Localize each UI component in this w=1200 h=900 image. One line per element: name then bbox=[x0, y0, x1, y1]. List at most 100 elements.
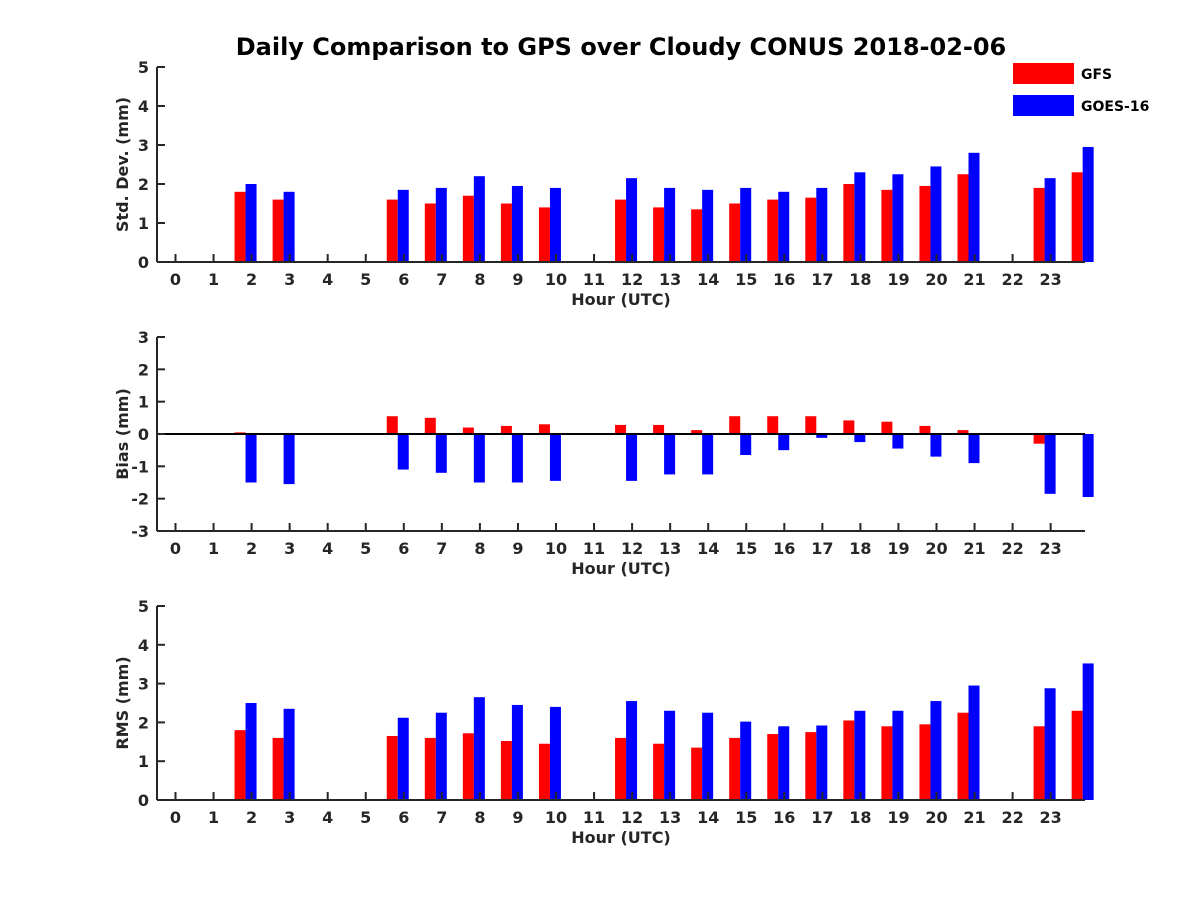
bar bbox=[702, 189, 714, 262]
bar bbox=[626, 701, 638, 800]
bar bbox=[767, 199, 779, 262]
x-tick-label: 8 bbox=[474, 270, 485, 289]
bar bbox=[538, 743, 550, 800]
y-tick-label: 3 bbox=[138, 675, 149, 694]
x-tick-label: 12 bbox=[621, 539, 643, 558]
x-tick-label: 10 bbox=[545, 539, 567, 558]
x-tick-label: 16 bbox=[773, 808, 795, 827]
bar bbox=[462, 427, 474, 434]
y-axis-label: RMS (mm) bbox=[113, 656, 132, 749]
bar bbox=[500, 741, 512, 800]
bar bbox=[854, 434, 866, 443]
bar bbox=[615, 424, 627, 434]
bar bbox=[283, 191, 295, 262]
bar bbox=[691, 747, 703, 800]
y-tick-label: 2 bbox=[138, 175, 149, 194]
x-axis-label: Hour (UTC) bbox=[571, 828, 671, 847]
y-tick-label: 0 bbox=[138, 253, 149, 272]
x-tick-label: 21 bbox=[963, 270, 985, 289]
x-tick-label: 13 bbox=[659, 270, 681, 289]
bar bbox=[549, 434, 561, 481]
legend-label: GFS bbox=[1081, 67, 1112, 83]
x-tick-label: 7 bbox=[436, 808, 447, 827]
x-tick-label: 4 bbox=[322, 808, 333, 827]
bar bbox=[1033, 726, 1045, 800]
bar bbox=[435, 712, 447, 800]
y-tick-label: -1 bbox=[131, 457, 149, 476]
x-tick-label: 12 bbox=[621, 808, 643, 827]
bar bbox=[892, 174, 904, 262]
bar bbox=[1071, 710, 1083, 800]
bar bbox=[473, 176, 485, 262]
y-tick-label: 1 bbox=[138, 393, 149, 412]
y-tick-label: 3 bbox=[138, 328, 149, 347]
x-axis-label: Hour (UTC) bbox=[571, 290, 671, 309]
x-tick-label: 3 bbox=[284, 808, 295, 827]
x-tick-label: 18 bbox=[849, 808, 871, 827]
y-tick-label: -2 bbox=[131, 490, 149, 509]
x-tick-label: 0 bbox=[170, 270, 181, 289]
x-tick-label: 3 bbox=[284, 270, 295, 289]
bar bbox=[691, 209, 703, 262]
bar bbox=[664, 434, 676, 475]
bar bbox=[854, 710, 866, 800]
bar bbox=[664, 710, 676, 800]
bar bbox=[397, 717, 409, 800]
y-tick-label: 5 bbox=[138, 58, 149, 77]
x-tick-label: 23 bbox=[1040, 808, 1062, 827]
bar bbox=[245, 703, 257, 800]
bar bbox=[843, 420, 855, 434]
bar bbox=[386, 199, 398, 262]
bar-series bbox=[245, 434, 1094, 498]
bar bbox=[854, 172, 866, 262]
bar bbox=[511, 434, 523, 483]
bar bbox=[881, 421, 893, 434]
bar bbox=[424, 417, 436, 434]
bar bbox=[283, 434, 295, 485]
x-tick-label: 7 bbox=[436, 539, 447, 558]
bar bbox=[702, 434, 714, 475]
x-tick-label: 11 bbox=[583, 539, 605, 558]
bar bbox=[386, 416, 398, 434]
bar bbox=[1033, 434, 1045, 444]
bar bbox=[816, 725, 828, 800]
y-tick-label: 1 bbox=[138, 752, 149, 771]
x-tick-label: 10 bbox=[545, 808, 567, 827]
bar bbox=[283, 708, 295, 800]
bar bbox=[473, 434, 485, 483]
x-tick-label: 6 bbox=[398, 270, 409, 289]
x-tick-label: 14 bbox=[697, 539, 719, 558]
bar bbox=[691, 430, 703, 434]
bar bbox=[462, 195, 474, 262]
bar bbox=[816, 187, 828, 262]
bar bbox=[816, 434, 828, 438]
bar bbox=[462, 733, 474, 800]
bar bbox=[729, 416, 741, 434]
x-tick-label: 1 bbox=[208, 270, 219, 289]
bar bbox=[843, 720, 855, 800]
bar bbox=[930, 434, 942, 457]
x-tick-label: 14 bbox=[697, 808, 719, 827]
bar bbox=[653, 743, 665, 800]
bar bbox=[473, 697, 485, 800]
x-tick-label: 19 bbox=[887, 539, 909, 558]
bar bbox=[424, 737, 436, 800]
x-tick-label: 5 bbox=[360, 270, 371, 289]
x-tick-label: 17 bbox=[811, 539, 833, 558]
y-tick-label: 5 bbox=[138, 597, 149, 616]
y-tick-label: -3 bbox=[131, 522, 149, 541]
bar bbox=[397, 434, 409, 470]
legend-swatch bbox=[1013, 95, 1074, 116]
bar bbox=[1082, 434, 1094, 498]
x-tick-label: 9 bbox=[512, 270, 523, 289]
x-tick-label: 13 bbox=[659, 539, 681, 558]
x-tick-label: 15 bbox=[735, 270, 757, 289]
bar bbox=[805, 197, 817, 262]
x-tick-label: 23 bbox=[1040, 270, 1062, 289]
chart-title: Daily Comparison to GPS over Cloudy CONU… bbox=[236, 33, 1007, 61]
bar bbox=[1044, 178, 1056, 262]
